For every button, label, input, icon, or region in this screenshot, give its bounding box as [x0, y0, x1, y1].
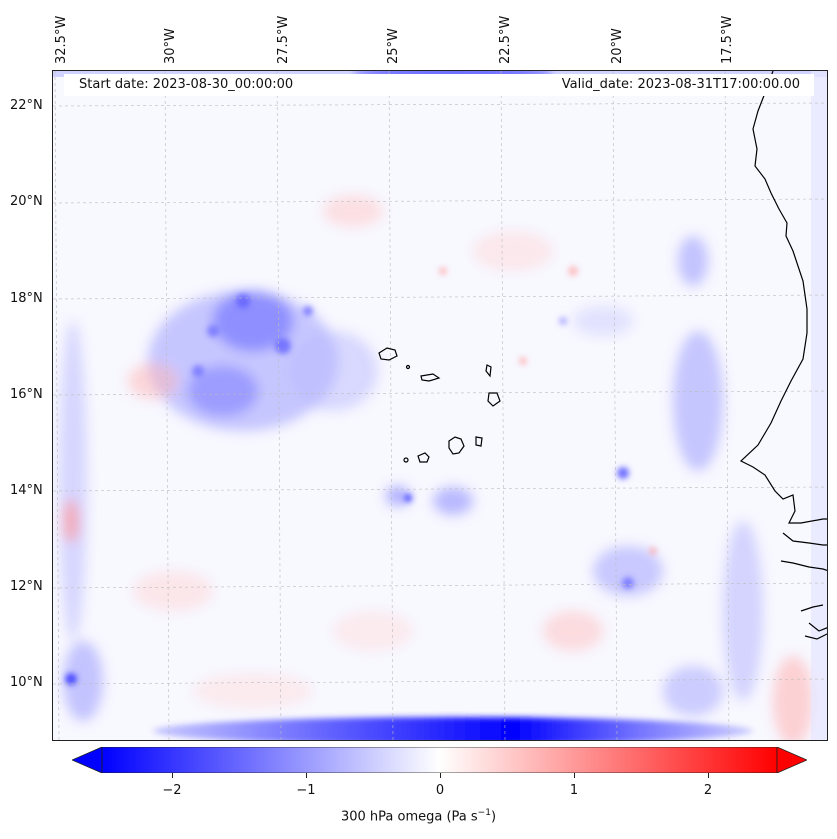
bottom-band — [153, 717, 753, 740]
lat-label-14n: 14°N — [10, 483, 43, 498]
omega-map — [52, 70, 828, 741]
colorbar-extend-high — [776, 747, 807, 773]
lon-label-30w: 30°W — [163, 28, 178, 64]
colorbar-body — [101, 747, 778, 773]
valid-date: Valid_date: 2023-08-31T17:00:00.00 — [561, 77, 800, 92]
lat-label-20n: 20°N — [10, 194, 43, 209]
african-coastline — [739, 71, 827, 524]
gridlines — [53, 71, 827, 740]
start-date: Start date: 2023-08-30_00:00:00 — [79, 77, 294, 92]
lon-label-27-5w: 27.5°W — [276, 15, 291, 64]
colorbar-extend-low — [72, 747, 103, 773]
lon-label-32-5w: 32.5°W — [54, 15, 69, 64]
lon-label-25w: 25°W — [386, 28, 401, 64]
lat-label-10n: 10°N — [10, 675, 43, 690]
lon-label-20w: 20°W — [610, 28, 625, 64]
omega-field-patches — [59, 195, 813, 740]
colorbar — [72, 747, 807, 773]
map-header-strip — [64, 74, 814, 96]
cape-verde-islands — [378, 347, 501, 463]
lon-label-22-5w: 22.5°W — [498, 15, 513, 64]
lat-label-12n: 12°N — [10, 579, 43, 594]
colorbar-tickmark — [574, 773, 575, 778]
lat-label-16n: 16°N — [10, 387, 43, 402]
lon-label-17-5w: 17.5°W — [720, 15, 735, 64]
colorbar-tick-label: 2 — [703, 783, 713, 798]
colorbar-tick-label: 1 — [569, 783, 579, 798]
colorbar-label: 300 hPa omega (Pa s−1) — [340, 808, 497, 825]
lat-label-22n: 22°N — [10, 98, 43, 113]
colorbar-tick-label: −1 — [296, 783, 316, 798]
colorbar-tickmark — [440, 773, 441, 778]
colorbar-tickmark — [172, 773, 173, 778]
colorbar-tick-label: −2 — [162, 783, 182, 798]
omega-field-speckles — [65, 266, 657, 685]
colorbar-tickmark — [306, 773, 307, 778]
lat-label-18n: 18°N — [10, 291, 43, 306]
colorbar-tickmark — [708, 773, 709, 778]
colorbar-tick-label: 0 — [435, 783, 445, 798]
